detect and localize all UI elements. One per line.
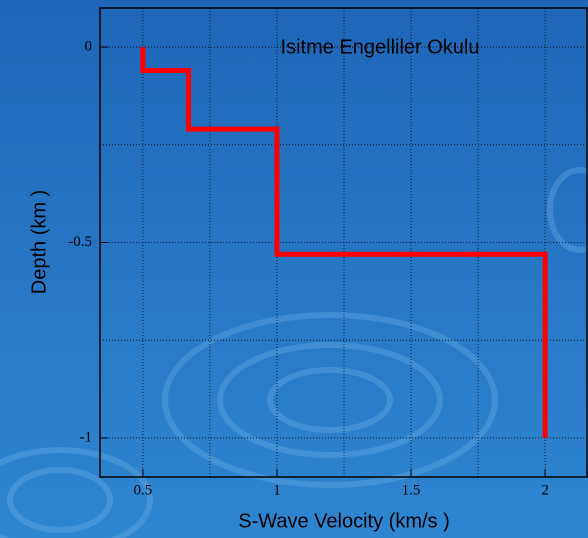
x-tick-label: 1 [273, 482, 281, 498]
x-axis-label: S-Wave Velocity (km/s ) [238, 510, 450, 532]
plot-frame [99, 7, 588, 478]
y-tick-label: -0.5 [68, 234, 92, 250]
y-axis-label: Depth (km ) [28, 190, 50, 294]
x-tick-label: 1.5 [402, 482, 421, 498]
x-tick-label: 2 [541, 482, 549, 498]
ripples [0, 167, 588, 538]
y-tick-label: 0 [85, 39, 93, 55]
x-tick-label: 0.5 [134, 482, 153, 498]
y-tick-label: -1 [80, 429, 93, 445]
chart-title: Isitme Engelliler Okulu [281, 36, 480, 58]
data-line [140, 47, 548, 438]
